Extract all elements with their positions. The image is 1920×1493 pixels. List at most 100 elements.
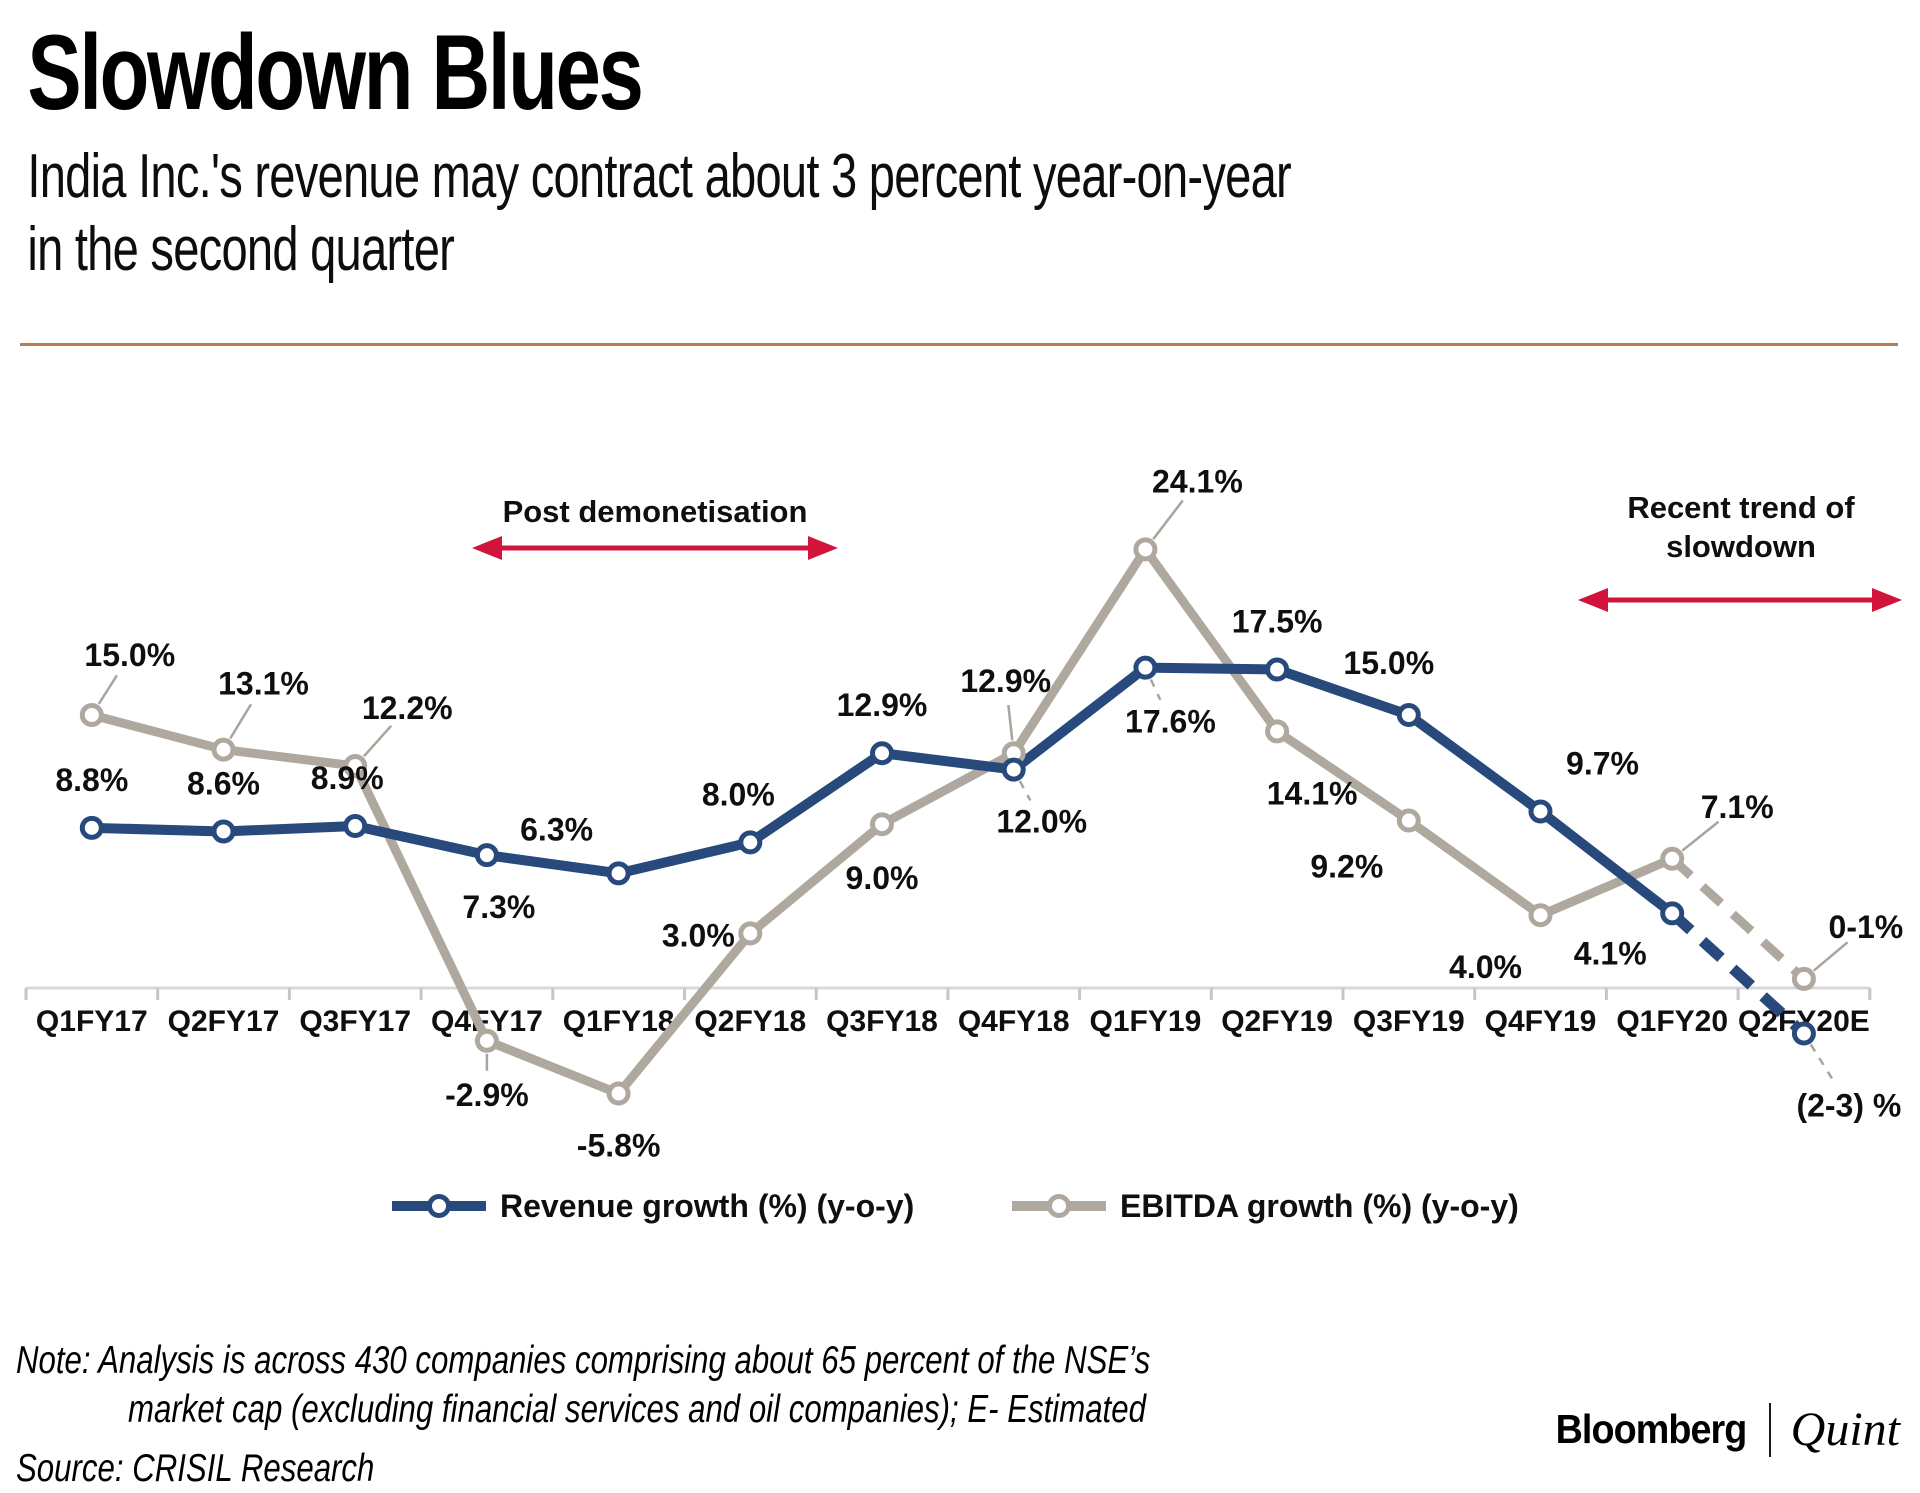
data-label: 12.0% [996, 804, 1087, 840]
arrow-right-head [1872, 588, 1902, 612]
data-label: 17.6% [1125, 704, 1216, 740]
page-title: Slowdown Blues [27, 12, 643, 132]
footer-notes: Note: Analysis is across 430 companies c… [16, 1336, 1150, 1493]
label-leader-line [1813, 941, 1849, 972]
label-leader-line [1809, 1043, 1838, 1086]
data-point-marker [211, 819, 236, 844]
bloomberg-logo: Bloomberg [1555, 1406, 1748, 1452]
data-label: (2-3) % [1796, 1088, 1901, 1124]
x-axis-label: Q1FY19 [1090, 1005, 1202, 1038]
data-label: 15.0% [1343, 645, 1434, 681]
x-axis-label: Q2FY19 [1221, 1005, 1333, 1038]
x-axis-label: Q2FY18 [694, 1005, 806, 1038]
label-leader-line [1018, 780, 1032, 802]
data-point-marker [79, 703, 104, 727]
data-point-marker [1265, 719, 1290, 744]
data-label: 4.0% [1449, 949, 1522, 985]
data-label: 6.3% [520, 811, 593, 847]
x-axis-label: Q3FY18 [826, 1005, 938, 1038]
data-label: -5.8% [577, 1128, 661, 1164]
data-point-marker [606, 861, 631, 886]
data-label: 14.1% [1267, 775, 1358, 811]
data-point-marker [738, 830, 763, 855]
revenue-line-dashed-segment [1668, 909, 1808, 1038]
data-point-marker [1133, 537, 1158, 562]
annotation-text: slowdown [1666, 529, 1816, 564]
data-point-marker [79, 815, 104, 840]
data-label: 13.1% [218, 666, 309, 702]
data-point-marker [474, 843, 499, 868]
data-point-marker [870, 812, 894, 837]
label-leader-line [362, 724, 393, 758]
x-axis-label: Q1FY20 [1616, 1005, 1728, 1038]
x-axis-label: Q1FY17 [36, 1005, 148, 1038]
data-point-marker [343, 814, 368, 839]
note-line-1: Note: Analysis is across 430 companies c… [16, 1339, 1151, 1382]
annotation-text: Post demonetisation [503, 494, 808, 529]
data-label: 0-1% [1829, 909, 1904, 945]
data-label: 4.1% [1574, 935, 1647, 971]
data-label: 3.0% [662, 917, 735, 953]
legend-label: EBITDA growth (%) (y-o-y) [1120, 1188, 1519, 1224]
label-leader-line [1007, 704, 1014, 741]
data-point-marker [474, 1028, 499, 1053]
data-label: 9.2% [1310, 849, 1383, 885]
data-label: 12.9% [837, 687, 928, 723]
arrow-right-head [808, 536, 838, 560]
x-axis-label: Q3FY17 [299, 1005, 411, 1038]
data-point-marker [738, 921, 763, 946]
data-label: 9.0% [846, 860, 919, 896]
data-point-marker [1133, 655, 1158, 680]
data-point-marker [1791, 1021, 1816, 1046]
note-line-2: market cap (excluding financial services… [128, 1388, 1146, 1432]
legend-marker-sample [1047, 1194, 1071, 1218]
data-label: 12.2% [362, 690, 453, 726]
header-separator-rule [20, 343, 1898, 346]
annotation-text: Recent trend of [1627, 490, 1855, 525]
logo-divider [1768, 1402, 1771, 1457]
subtitle-line-1: India Inc.'s revenue may contract about … [27, 142, 1291, 211]
label-leader-line [1152, 499, 1184, 540]
data-point-marker [1265, 657, 1290, 682]
x-axis-label: Q2FY17 [168, 1005, 280, 1038]
x-axis-label: Q3FY19 [1353, 1005, 1465, 1038]
data-point-marker [1396, 703, 1421, 727]
subtitle-line-2: in the second quarter [27, 215, 455, 285]
data-point-marker [606, 1081, 631, 1106]
data-label: 15.0% [84, 637, 175, 673]
quint-logo: Quint [1790, 1403, 1900, 1456]
x-axis-label: Q4FY18 [958, 1005, 1070, 1038]
data-point-marker [211, 737, 236, 762]
data-point-marker [1528, 903, 1553, 928]
page-subtitle: India Inc.'s revenue may contract about … [27, 140, 1291, 286]
legend-label: Revenue growth (%) (y-o-y) [500, 1188, 914, 1224]
data-label: 17.5% [1232, 604, 1323, 640]
data-point-marker [1396, 808, 1421, 833]
data-label: 8.9% [311, 760, 384, 796]
x-axis-label: Q4FY19 [1485, 1005, 1597, 1038]
data-point-marker [1001, 757, 1026, 782]
publisher-logo: Bloomberg Quint [1539, 1402, 1904, 1457]
data-point-marker [870, 741, 894, 766]
ebitda-line-dashed-segment [1669, 855, 1807, 983]
label-leader-line [229, 703, 253, 740]
data-point-marker [1528, 799, 1553, 824]
data-label: 8.6% [187, 765, 260, 801]
data-label: 8.0% [702, 776, 775, 812]
data-point-marker [1791, 966, 1816, 991]
arrow-left-head [1578, 588, 1608, 612]
x-axis-label: Q1FY18 [563, 1005, 675, 1038]
data-label: 9.7% [1566, 745, 1639, 781]
data-label: 7.1% [1701, 789, 1774, 825]
arrow-left-head [472, 536, 502, 560]
data-label: 24.1% [1152, 463, 1243, 499]
label-leader-line [97, 674, 119, 705]
data-label: 12.9% [960, 663, 1051, 699]
data-label: 8.8% [55, 762, 128, 798]
label-leader-line [1681, 820, 1720, 852]
data-point-marker [343, 753, 368, 778]
source-text: Source: CRISIL Research [16, 1447, 375, 1491]
legend-marker-sample [427, 1194, 451, 1218]
data-point-marker [1660, 846, 1685, 871]
